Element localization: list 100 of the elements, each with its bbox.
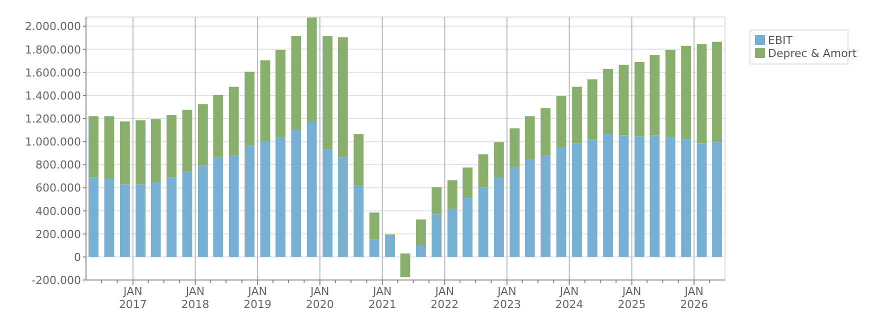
bar	[650, 135, 660, 257]
bar	[650, 55, 660, 136]
legend-label: Deprec & Amort	[768, 47, 858, 60]
bar	[166, 115, 176, 178]
x-tick-label: JAN 2019	[244, 285, 272, 311]
y-tick-label: 400.000	[36, 204, 81, 218]
legend-label: EBIT	[768, 34, 793, 47]
x-tick-label: JAN 2020	[306, 285, 334, 311]
bar	[198, 104, 208, 166]
bar	[432, 187, 442, 214]
bar	[260, 141, 270, 257]
bar	[478, 187, 488, 257]
bar	[104, 116, 114, 178]
bar	[136, 120, 146, 184]
bar	[354, 185, 364, 257]
y-tick-label: 1.400.000	[25, 89, 81, 102]
x-tick-label: JAN 2022	[430, 285, 459, 311]
bar	[712, 142, 722, 257]
bar	[432, 214, 442, 257]
bar	[369, 240, 380, 257]
bar	[198, 165, 208, 257]
y-tick-label: 600.000	[36, 182, 81, 195]
bar	[150, 182, 161, 257]
bar	[524, 159, 535, 257]
bar	[275, 136, 286, 257]
bar	[322, 36, 333, 150]
x-tick-label: JAN 2018	[181, 285, 210, 311]
bar	[618, 135, 629, 257]
bar	[338, 157, 348, 257]
bar	[494, 142, 504, 178]
bar	[338, 37, 348, 158]
bar	[447, 210, 458, 257]
bar	[213, 158, 224, 257]
bar	[104, 178, 114, 257]
bar	[166, 177, 176, 257]
bar	[556, 148, 566, 257]
bar	[136, 184, 146, 257]
y-tick-label: 200.000	[36, 228, 81, 241]
bar	[556, 96, 566, 148]
x-tick-label: JAN 2026	[680, 285, 708, 311]
bar	[618, 64, 629, 136]
bar	[712, 42, 722, 142]
bar	[416, 246, 426, 257]
x-tick-label: JAN 2021	[368, 285, 396, 311]
bar	[213, 94, 224, 158]
bar	[369, 212, 380, 240]
bar	[182, 172, 192, 257]
x-tick-label: JAN 2023	[492, 285, 521, 311]
bar	[120, 184, 130, 257]
bar	[524, 116, 535, 160]
bar	[696, 143, 707, 257]
y-tick-label: -200.000	[32, 274, 81, 287]
y-tick-label: 1.800.000	[25, 43, 81, 56]
x-tick-label: JAN 2017	[118, 285, 147, 311]
y-tick-label: 1.600.000	[25, 66, 81, 80]
x-tick-label: JAN 2025	[618, 285, 646, 311]
bar	[494, 178, 504, 257]
x-tick-label: JAN 2024	[555, 285, 584, 311]
bar	[540, 155, 551, 257]
y-tick-label: 0	[74, 250, 81, 264]
bar	[291, 130, 302, 257]
bar	[275, 50, 286, 137]
bar	[120, 121, 130, 184]
bar	[462, 168, 473, 198]
bar	[478, 154, 488, 188]
bar	[244, 145, 254, 257]
bar	[572, 143, 582, 257]
bar	[587, 139, 598, 257]
bar	[150, 119, 161, 183]
bar	[306, 122, 317, 257]
bar	[603, 68, 614, 134]
bar	[354, 134, 364, 186]
bar	[88, 116, 98, 178]
bar	[681, 46, 692, 140]
bar	[260, 60, 270, 141]
bar	[182, 110, 192, 172]
bar	[665, 50, 676, 137]
bar	[603, 134, 614, 257]
bar	[634, 62, 644, 136]
bar	[228, 86, 239, 156]
bar	[587, 79, 598, 140]
bar	[462, 198, 473, 257]
bar	[291, 36, 302, 130]
bar	[447, 180, 458, 210]
bar	[322, 149, 333, 257]
bar	[665, 136, 676, 257]
bar	[385, 236, 395, 257]
bar	[510, 168, 520, 257]
bar	[88, 177, 98, 257]
bar	[681, 140, 692, 257]
bar	[244, 72, 254, 146]
y-tick-label: 1.200.000	[25, 112, 81, 126]
y-tick-label: 2.000.000	[25, 20, 81, 34]
y-tick-label: 800.000	[36, 158, 81, 172]
bar	[540, 108, 551, 156]
bar	[400, 253, 410, 278]
bar	[510, 128, 520, 168]
bar	[306, 18, 317, 122]
y-tick-label: 1.000.000	[25, 136, 81, 149]
bar	[696, 44, 707, 144]
